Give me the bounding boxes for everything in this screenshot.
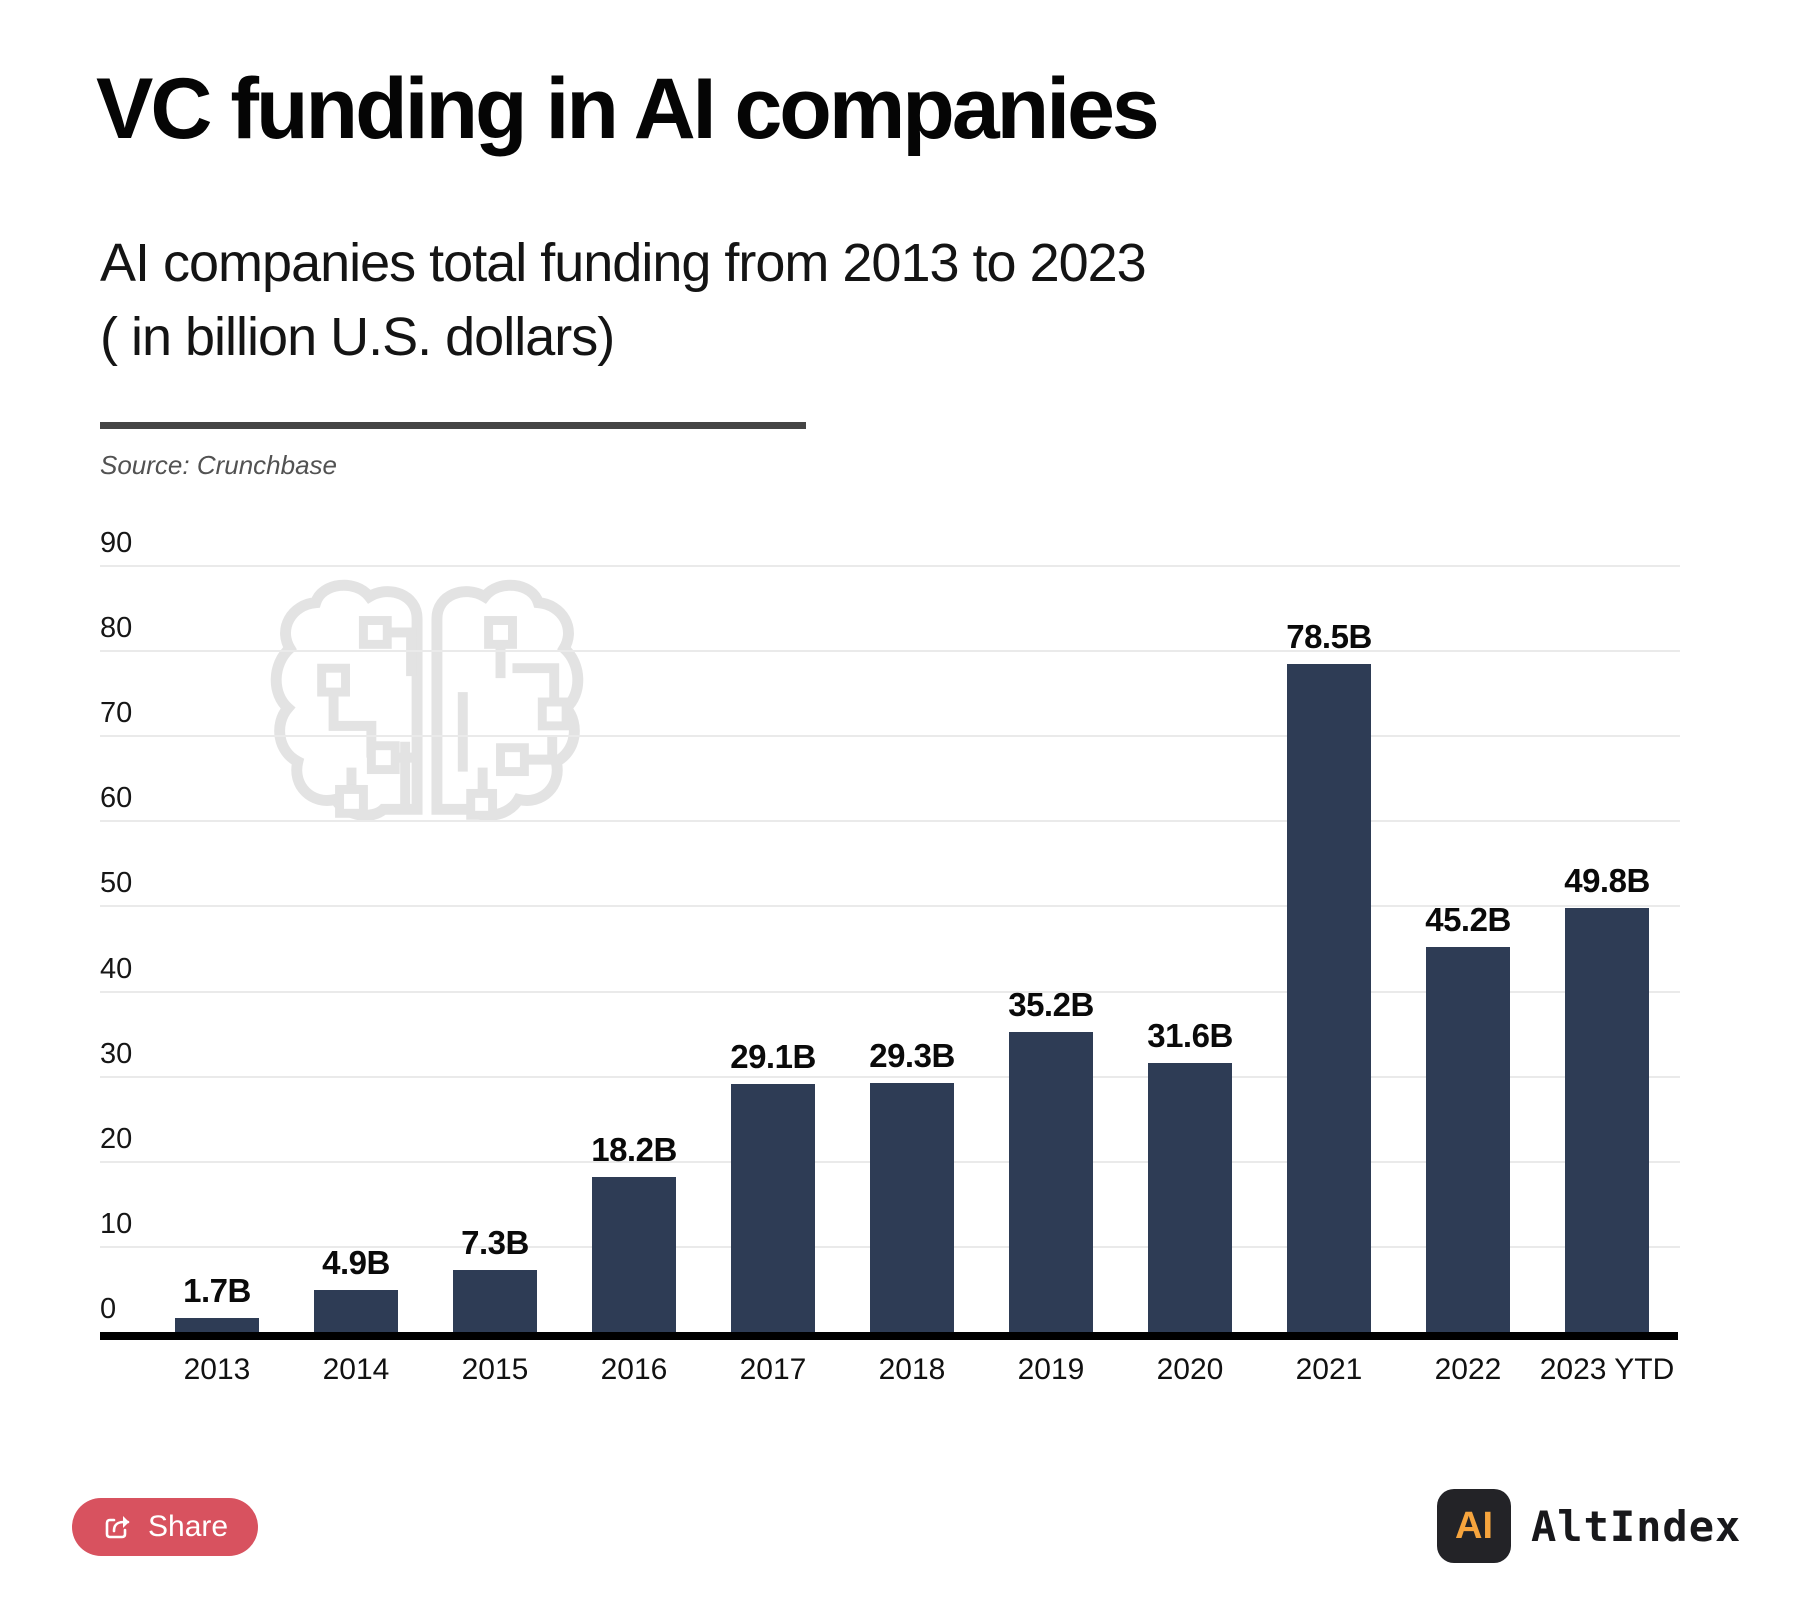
subtitle-line-2: ( in billion U.S. dollars) xyxy=(100,307,615,367)
subtitle-line-1: AI companies total funding from 2013 to … xyxy=(100,233,1147,293)
bar-value-label: 18.2B xyxy=(591,1131,677,1168)
bar-value-label: 45.2B xyxy=(1425,901,1511,938)
gridline xyxy=(100,565,1680,567)
y-tick-label: 40 xyxy=(100,952,133,985)
y-tick-label: 80 xyxy=(100,612,133,645)
x-tick-label: 2020 xyxy=(1156,1353,1224,1386)
x-tick-label: 2019 xyxy=(1017,1353,1085,1386)
y-tick-label: 90 xyxy=(100,527,133,559)
share-button[interactable]: Share xyxy=(72,1498,259,1556)
brain-circuit-watermark xyxy=(270,579,584,821)
bar xyxy=(1148,1063,1232,1332)
bar-value-label: 29.3B xyxy=(869,1037,955,1074)
x-tick-label: 2021 xyxy=(1295,1353,1363,1386)
x-tick-label: 2017 xyxy=(739,1353,807,1386)
bar xyxy=(870,1083,954,1332)
share-label: Share xyxy=(148,1510,229,1543)
brand-icon: AI xyxy=(1437,1489,1511,1563)
gridline xyxy=(100,1075,1680,1078)
y-tick-label: 20 xyxy=(100,1122,133,1155)
gridline xyxy=(100,905,1680,908)
y-tick-label: 60 xyxy=(100,782,133,815)
x-tick-label: 2016 xyxy=(600,1353,668,1386)
bar-value-label: 49.8B xyxy=(1564,862,1650,899)
y-tick-label: 0 xyxy=(100,1293,117,1325)
brand-name: AltIndex xyxy=(1531,1501,1742,1551)
bar xyxy=(1009,1032,1093,1332)
y-tick-label: 30 xyxy=(100,1037,133,1070)
gridline xyxy=(100,820,1680,823)
y-tick-label: 70 xyxy=(100,697,133,730)
x-tick-label: 2013 xyxy=(183,1353,251,1386)
bar xyxy=(1287,664,1371,1332)
chart-subtitle: AI companies total funding from 2013 to … xyxy=(100,226,1147,374)
title-divider xyxy=(100,422,806,429)
bar xyxy=(453,1270,537,1332)
bar xyxy=(314,1290,398,1332)
bar-chart: 0 10 20 30 40 50 60 70 80 90 1.7B 2013 4.9B 2014 7.3B 2… xyxy=(100,520,1680,1400)
page-title: VC funding in AI companies xyxy=(96,61,1160,157)
x-tick-label: 2022 xyxy=(1434,1353,1502,1386)
gridline xyxy=(100,735,1680,738)
share-icon xyxy=(105,1516,130,1539)
x-tick-label: 2023 YTD xyxy=(1539,1353,1675,1386)
bar-value-label: 78.5B xyxy=(1286,618,1372,655)
source-note: Source: Crunchbase xyxy=(100,450,338,480)
bar xyxy=(1565,908,1649,1332)
gridline xyxy=(100,990,1680,993)
x-tick-label: 2015 xyxy=(461,1353,529,1386)
bar-value-label: 29.1B xyxy=(730,1038,816,1075)
x-tick-label: 2014 xyxy=(322,1353,390,1386)
bar-value-label: 35.2B xyxy=(1008,986,1094,1023)
brand-logo: AI AltIndex xyxy=(1437,1489,1741,1563)
x-axis-line xyxy=(100,1332,1678,1340)
brand-icon-text: AI xyxy=(1455,1504,1493,1547)
bar-value-label: 7.3B xyxy=(461,1224,529,1261)
x-tick-label: 2018 xyxy=(878,1353,946,1386)
bar xyxy=(1426,947,1510,1332)
y-tick-label: 50 xyxy=(100,867,133,900)
bar xyxy=(731,1084,815,1332)
gridline xyxy=(100,650,1680,653)
y-tick-label: 10 xyxy=(100,1207,133,1240)
bar xyxy=(175,1318,259,1332)
bar-value-label: 4.9B xyxy=(322,1244,390,1281)
bar xyxy=(592,1177,676,1332)
bar-value-label: 1.7B xyxy=(183,1272,251,1309)
bar-value-label: 31.6B xyxy=(1147,1017,1233,1054)
